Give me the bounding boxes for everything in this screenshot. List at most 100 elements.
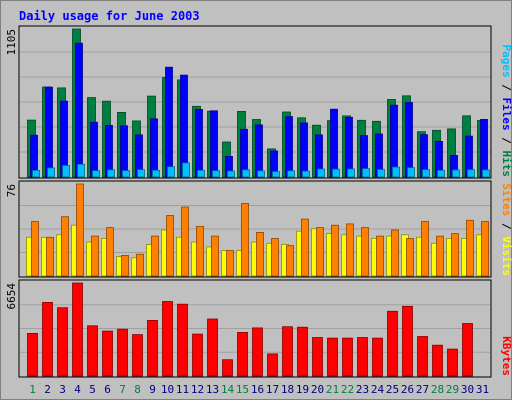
- bar-files-day-2: [45, 86, 53, 178]
- bar-kbytes-day-10: [162, 301, 173, 377]
- bar-files-day-6: [105, 125, 113, 178]
- bar-kbytes-day-9: [147, 319, 158, 377]
- tick-label-day-3: 3: [59, 383, 66, 396]
- bar-sites-day-17: [271, 238, 279, 277]
- tick-label-day-1: 1: [29, 383, 36, 396]
- bar-files-day-19: [300, 122, 308, 178]
- tick-label-day-19: 19: [296, 383, 309, 396]
- bar-kbytes-day-18: [282, 326, 293, 377]
- bar-kbytes-day-27: [417, 336, 428, 377]
- bar-pages-day-8: [137, 169, 145, 178]
- tick-label-day-23: 23: [356, 383, 369, 396]
- bar-pages-day-6: [107, 169, 115, 178]
- bar-sites-day-25: [391, 229, 399, 277]
- legend-hits-files-pages: Pages / Files / Hits: [500, 45, 512, 178]
- bar-pages-day-3: [62, 165, 70, 178]
- chart-title: Daily usage for June 2003: [19, 9, 200, 23]
- bar-pages-day-29: [452, 169, 460, 178]
- bar-kbytes-day-23: [357, 337, 368, 377]
- bar-pages-day-23: [362, 168, 370, 178]
- bar-sites-day-19: [301, 218, 309, 277]
- bar-pages-day-25: [392, 166, 400, 178]
- tick-label-day-4: 4: [74, 383, 81, 396]
- tick-label-day-2: 2: [44, 383, 51, 396]
- tick-label-day-12: 12: [191, 383, 204, 396]
- tick-label-day-9: 9: [149, 383, 156, 396]
- bar-pages-day-24: [377, 169, 385, 178]
- bar-sites-day-26: [406, 238, 414, 277]
- bar-files-day-31: [480, 119, 488, 178]
- legend-entry: Files: [500, 98, 512, 131]
- bar-sites-day-5: [91, 235, 99, 277]
- tick-label-day-31: 31: [476, 383, 489, 396]
- tick-label-day-20: 20: [311, 383, 324, 396]
- bar-pages-day-17: [272, 171, 280, 178]
- tick-label-day-5: 5: [89, 383, 96, 396]
- bar-kbytes-day-26: [402, 305, 413, 377]
- tick-label-day-7: 7: [119, 383, 126, 396]
- bar-files-day-10: [165, 66, 173, 178]
- bar-files-day-21: [330, 108, 338, 178]
- bar-kbytes-day-30: [462, 323, 473, 377]
- bar-sites-day-11: [181, 206, 189, 277]
- bar-pages-day-31: [482, 169, 490, 178]
- tick-label-day-14: 14: [221, 383, 235, 396]
- bar-pages-day-7: [122, 170, 130, 178]
- bar-sites-day-22: [346, 223, 354, 277]
- bar-pages-day-4: [77, 163, 85, 178]
- bar-sites-day-13: [211, 235, 219, 277]
- bar-kbytes-day-7: [117, 328, 128, 377]
- bar-files-day-13: [210, 110, 218, 178]
- bar-pages-day-5: [92, 170, 100, 178]
- bar-kbytes-day-16: [252, 327, 263, 377]
- legend-entry: /: [500, 78, 512, 98]
- bar-pages-day-28: [437, 169, 445, 178]
- bar-sites-day-28: [436, 235, 444, 277]
- bar-pages-day-10: [167, 166, 175, 178]
- bar-sites-day-10: [166, 215, 174, 277]
- bar-kbytes-day-24: [372, 337, 383, 377]
- bar-sites-day-31: [481, 221, 489, 277]
- legend-visits-sites: Sites / Visits: [500, 183, 512, 276]
- bar-sites-day-16: [256, 231, 264, 277]
- bar-pages-day-9: [152, 169, 160, 178]
- bar-sites-day-24: [376, 235, 384, 277]
- bar-sites-day-21: [331, 224, 339, 277]
- bar-sites-day-8: [136, 253, 144, 277]
- bar-kbytes-day-14: [222, 359, 233, 377]
- bar-sites-day-27: [421, 221, 429, 277]
- tick-label-day-13: 13: [206, 383, 219, 396]
- bar-files-day-26: [405, 102, 413, 178]
- bar-kbytes-day-25: [387, 310, 398, 377]
- bar-sites-day-30: [466, 219, 474, 277]
- legend-entry: Hits: [500, 151, 512, 178]
- bar-kbytes-day-17: [267, 353, 278, 377]
- bar-kbytes-day-6: [102, 330, 113, 377]
- tick-label-day-29: 29: [446, 383, 459, 396]
- tick-label-day-16: 16: [251, 383, 264, 396]
- bar-pages-day-21: [332, 168, 340, 178]
- bar-sites-day-18: [286, 245, 294, 277]
- bar-pages-day-1: [32, 169, 40, 178]
- tick-label-day-17: 17: [266, 383, 279, 396]
- tick-label-day-24: 24: [371, 383, 385, 396]
- bar-sites-day-2: [46, 236, 54, 277]
- bar-kbytes-day-13: [207, 318, 218, 377]
- bar-pages-day-11: [182, 162, 190, 178]
- tick-label-day-22: 22: [341, 383, 354, 396]
- bar-sites-day-3: [61, 216, 69, 277]
- bar-pages-day-12: [197, 169, 205, 178]
- tick-label-day-6: 6: [104, 383, 111, 396]
- bar-kbytes-day-22: [342, 337, 353, 377]
- tick-label-day-30: 30: [461, 383, 474, 396]
- bar-files-day-9: [150, 118, 158, 178]
- tick-label-day-27: 27: [416, 383, 429, 396]
- bar-kbytes-day-8: [132, 334, 143, 377]
- bar-sites-day-9: [151, 235, 159, 277]
- max-label-hits-files-pages: 1105: [5, 29, 18, 56]
- bar-pages-day-16: [257, 170, 265, 178]
- bar-files-day-18: [285, 116, 293, 178]
- bar-files-day-25: [390, 104, 398, 178]
- legend-kbytes: KBytes: [500, 336, 512, 376]
